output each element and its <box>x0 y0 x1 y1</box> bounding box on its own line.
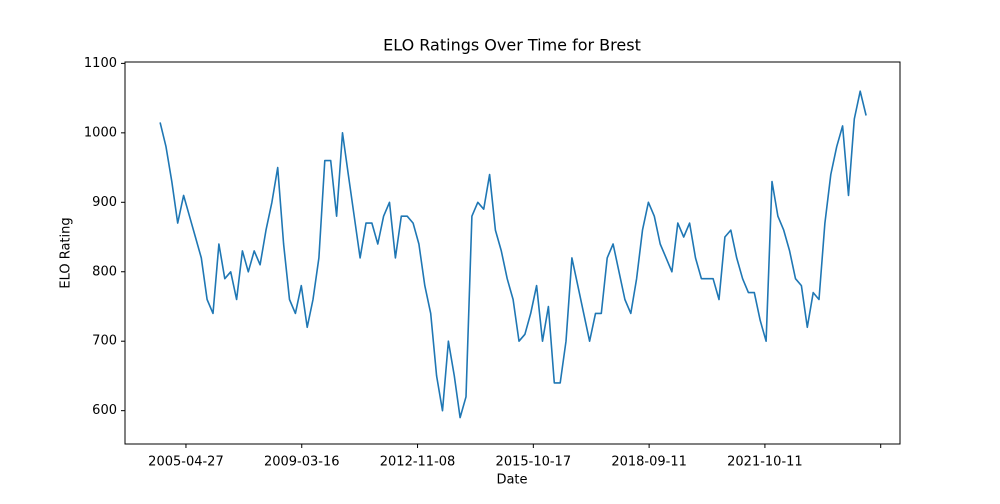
y-tick-label: 800 <box>92 264 117 279</box>
x-tick-label: 2012-11-08 <box>380 455 456 470</box>
x-tick-label: 2009-03-16 <box>264 455 340 470</box>
y-tick-label: 1100 <box>84 56 117 71</box>
y-tick-label: 700 <box>92 334 117 349</box>
x-tick-label: 2018-09-11 <box>611 455 687 470</box>
x-axis-label: Date <box>496 473 527 488</box>
plot-frame <box>124 61 901 445</box>
y-tick-label: 1000 <box>84 125 117 140</box>
data-line <box>159 90 867 419</box>
y-axis-label: ELO Rating <box>59 217 74 288</box>
y-tick-label: 900 <box>92 195 117 210</box>
x-tick-label: 2021-10-11 <box>727 455 803 470</box>
y-tick-label: 600 <box>92 403 117 418</box>
x-tick-label: 2005-04-27 <box>148 455 224 470</box>
x-tick-label: 2015-10-17 <box>496 455 572 470</box>
chart-title: ELO Ratings Over Time for Brest <box>383 36 641 55</box>
